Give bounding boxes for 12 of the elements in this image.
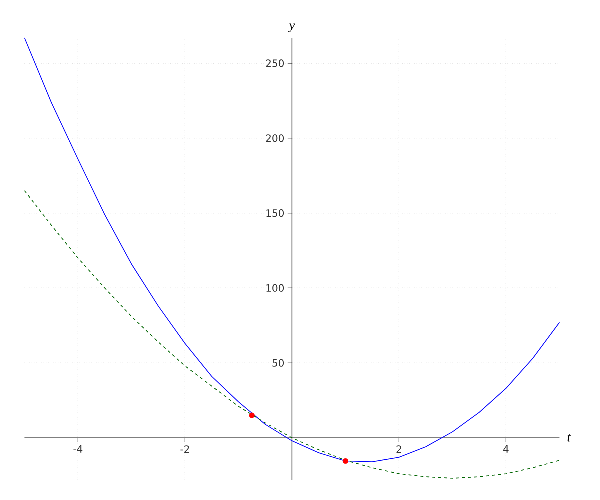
y-tick-label: 150: [266, 210, 284, 218]
y-tick-label: 250: [266, 60, 284, 68]
x-tick-label: -4: [74, 446, 83, 453]
x-tick-label: 4: [504, 446, 509, 453]
y-tick-label: 100: [266, 284, 284, 292]
y-tick-label: 200: [266, 134, 284, 142]
line-series: [24, 190, 560, 479]
x-tick-label: 2: [396, 446, 402, 453]
x-axis-title: t: [568, 434, 572, 442]
y-axis-title: y: [288, 24, 296, 32]
y-tick-label: 50: [272, 359, 284, 367]
x-tick-label: -2: [180, 446, 190, 453]
